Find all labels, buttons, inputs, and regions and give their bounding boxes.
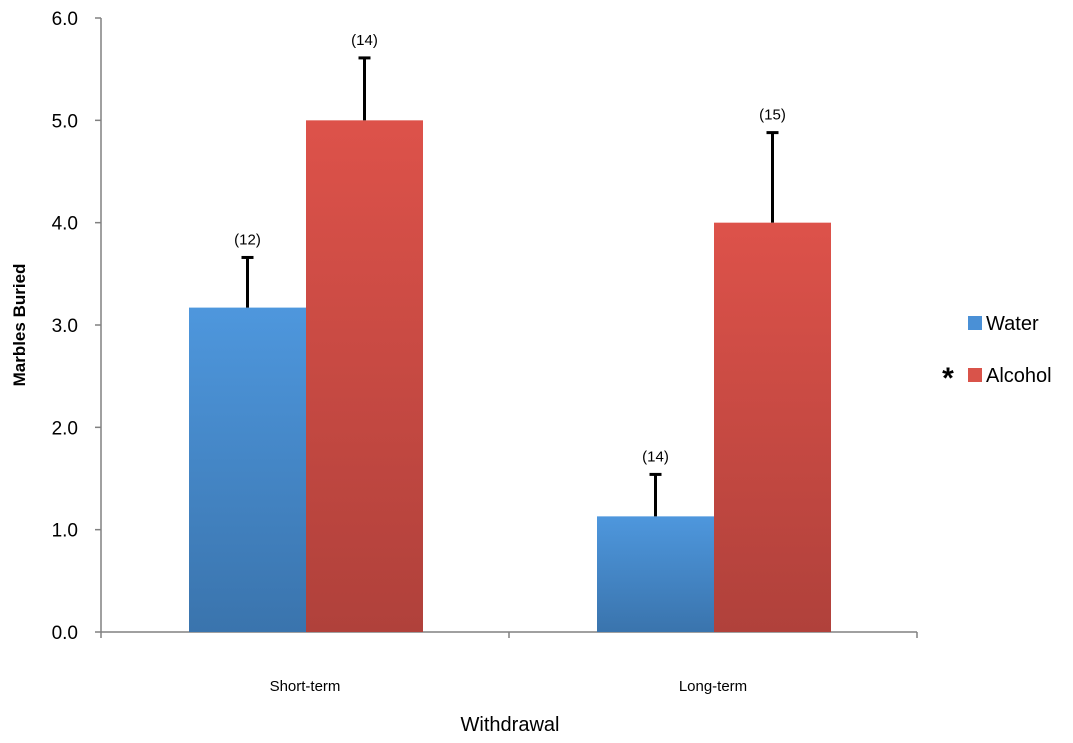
legend: Water Alcohol * (942, 313, 1051, 395)
y-tick-label: 2.0 (52, 418, 78, 439)
y-tick-label: 5.0 (52, 111, 78, 132)
legend-label-alcohol: Alcohol (986, 365, 1052, 387)
x-axis-title: Withdrawal (461, 714, 560, 736)
sample-size-label: (12) (234, 231, 261, 248)
y-tick-label: 4.0 (52, 214, 78, 235)
labels: 0.0 1.0 2.0 3.0 4.0 5.0 6.0 (12) (14) Short-term (… (52, 9, 786, 695)
y-tick-label: 0.0 (52, 623, 78, 644)
legend-swatch-alcohol (968, 368, 982, 382)
y-axis-title: Marbles Buried (10, 264, 29, 387)
y-tick-label: 6.0 (52, 9, 78, 30)
bars (189, 56, 831, 632)
sample-size-label: (15) (759, 107, 786, 124)
bar-alcohol-short-term (306, 120, 423, 632)
bar-water-short-term (189, 307, 306, 632)
bar-water-long-term (597, 516, 714, 632)
legend-label-water: Water (986, 313, 1039, 335)
y-tick-label: 3.0 (52, 316, 78, 337)
x-tick-label: Long-term (679, 678, 747, 695)
x-tick-label: Short-term (270, 678, 341, 695)
legend-swatch-water (968, 316, 982, 330)
y-tick-label: 1.0 (52, 521, 78, 542)
sample-size-label: (14) (351, 32, 378, 49)
sample-size-label: (14) (642, 448, 669, 465)
bar-alcohol-long-term (714, 222, 831, 632)
significance-asterisk: * (942, 362, 954, 395)
